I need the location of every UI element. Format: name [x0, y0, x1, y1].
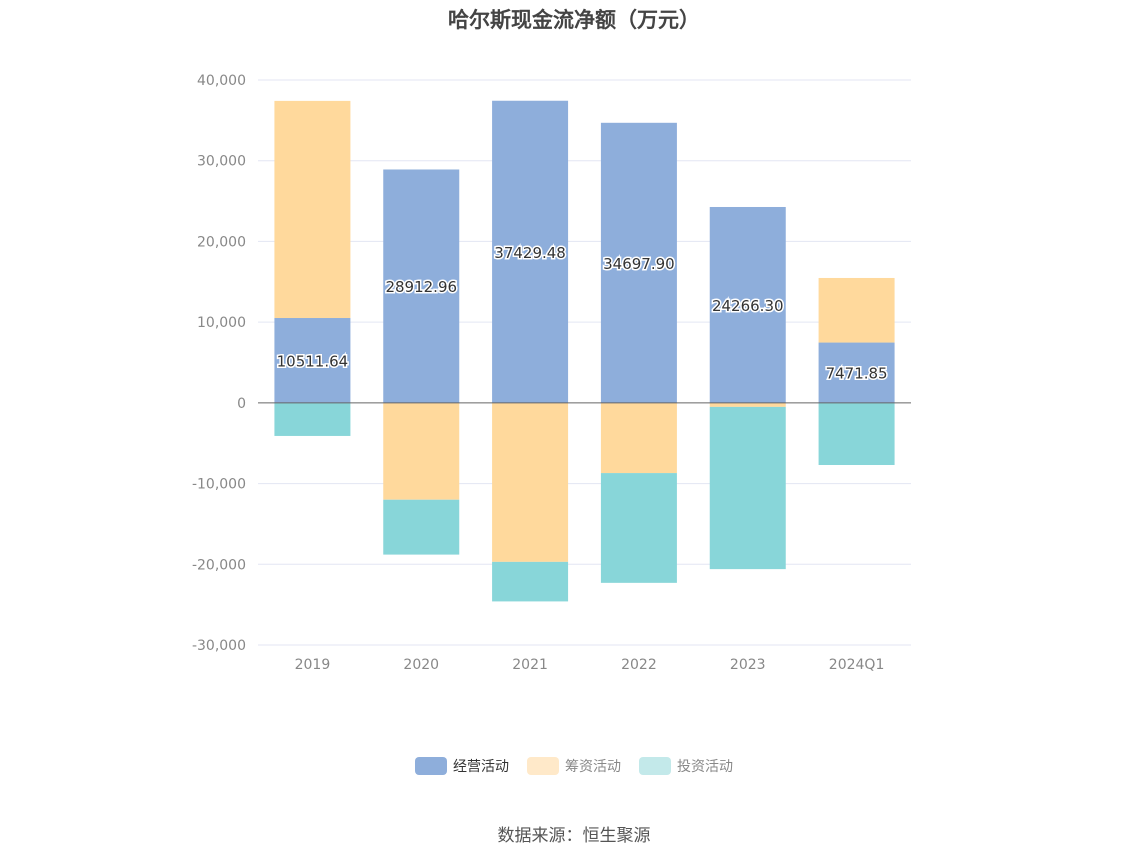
bar-筹资活动-2022[interactable] — [600, 402, 677, 474]
bar-投资活动-2022[interactable] — [600, 473, 677, 583]
data-label: 28912.96 — [385, 278, 457, 296]
y-tick-label: -10,000 — [192, 477, 246, 493]
source-note: 数据来源：恒生聚源 — [497, 826, 651, 846]
data-label: 34697.90 — [603, 255, 675, 273]
data-labels: 10511.64 28912.96 37429.48 34697.90 24266.30… — [275, 242, 889, 384]
y-tick-label: 0 — [237, 396, 246, 412]
bar-经营活动-2019[interactable] — [274, 318, 351, 403]
x-tick-label: 2022 — [621, 657, 657, 673]
x-tick-label: 2020 — [403, 657, 439, 673]
data-label: 7471.85 — [826, 365, 888, 383]
legend-item[interactable]: 投资活动 — [639, 756, 733, 776]
data-label: 37429.48 — [494, 244, 566, 262]
x-tick-label: 2019 — [295, 657, 331, 673]
data-label: 10511.64 — [277, 352, 349, 370]
y-tick-label: 30,000 — [197, 154, 246, 170]
bar-投资活动-2024Q1[interactable] — [818, 402, 895, 466]
y-tick-label: 40,000 — [197, 73, 246, 89]
bars — [274, 100, 895, 602]
data-label: 24266.30 — [712, 297, 784, 315]
bar-投资活动-2021[interactable] — [492, 561, 569, 602]
legend-label: 筹资活动 — [565, 759, 621, 775]
bar-投资活动-2020[interactable] — [383, 499, 460, 555]
bar-筹资活动-2024Q1[interactable] — [818, 277, 895, 343]
y-tick-label: -20,000 — [192, 557, 246, 573]
bar-经营活动-2023[interactable] — [709, 206, 786, 403]
bar-投资活动-2019[interactable] — [274, 402, 351, 436]
y-tick-label: 10,000 — [197, 315, 246, 331]
bar-经营活动-2020[interactable] — [383, 169, 460, 403]
bar-经营活动-2024Q1[interactable] — [818, 342, 895, 403]
legend-label: 经营活动 — [453, 759, 509, 775]
chart-title: 哈尔斯现金流净额（万元） — [448, 8, 700, 32]
legend-item[interactable]: 筹资活动 — [527, 756, 621, 776]
axes: 40,000 30,000 20,000 10,000 0 -10,000 -20,000 -… — [192, 73, 911, 673]
bar-筹资活动-2019[interactable] — [274, 100, 351, 319]
bar-经营活动-2022[interactable] — [600, 122, 677, 403]
x-tick-label: 2023 — [730, 657, 766, 673]
bar-筹资活动-2023[interactable] — [709, 402, 786, 407]
legend-label: 投资活动 — [677, 759, 733, 775]
y-tick-label: -30,000 — [192, 638, 246, 654]
legend: 经营活动 筹资活动 投资活动 — [0, 756, 1148, 776]
grid-lines — [258, 79, 911, 646]
bar-投资活动-2023[interactable] — [709, 406, 786, 570]
y-tick-label: 20,000 — [197, 234, 246, 250]
x-tick-label: 2024Q1 — [829, 657, 885, 673]
legend-item[interactable]: 经营活动 — [415, 756, 509, 776]
bar-筹资活动-2021[interactable] — [492, 402, 569, 562]
legend-swatch — [415, 757, 447, 775]
legend-swatch — [639, 757, 671, 775]
legend-swatch — [527, 757, 559, 775]
bar-筹资活动-2020[interactable] — [383, 402, 460, 500]
bar-经营活动-2021[interactable] — [492, 100, 569, 403]
x-tick-label: 2021 — [512, 657, 548, 673]
